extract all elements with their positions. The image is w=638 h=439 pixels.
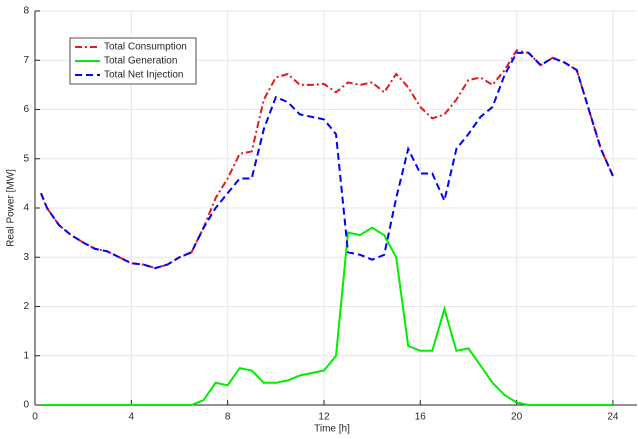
y-tick-label: 1: [23, 350, 29, 361]
legend-label: Total Net Injection: [104, 70, 184, 81]
series-line: [40, 49, 614, 270]
legend-label: Total Generation: [104, 56, 177, 67]
x-tick-label: 0: [32, 412, 38, 423]
x-tick-label: 20: [511, 412, 523, 423]
legend-label: Total Consumption: [104, 42, 187, 53]
y-tick-label: 8: [23, 6, 29, 17]
y-tick-label: 4: [23, 203, 29, 214]
y-tick-label: 3: [23, 252, 29, 263]
y-tick-label: 5: [23, 153, 29, 164]
x-tick-label: 8: [225, 412, 231, 423]
y-axis-label: Real Power [MW]: [6, 169, 17, 247]
x-tick-label: 12: [318, 412, 330, 423]
y-tick-label: 7: [23, 55, 29, 66]
legend-box: [69, 37, 197, 85]
y-tick-label: 2: [23, 301, 29, 312]
x-tick-label: 4: [129, 412, 135, 423]
y-tick-label: 6: [23, 104, 29, 115]
series-line: [41, 226, 613, 406]
x-tick-label: 24: [607, 412, 619, 423]
series-line: [40, 51, 614, 270]
x-tick-label: 16: [415, 412, 427, 423]
y-tick-label: 0: [23, 400, 29, 411]
x-axis-label: Time [h]: [314, 424, 350, 435]
